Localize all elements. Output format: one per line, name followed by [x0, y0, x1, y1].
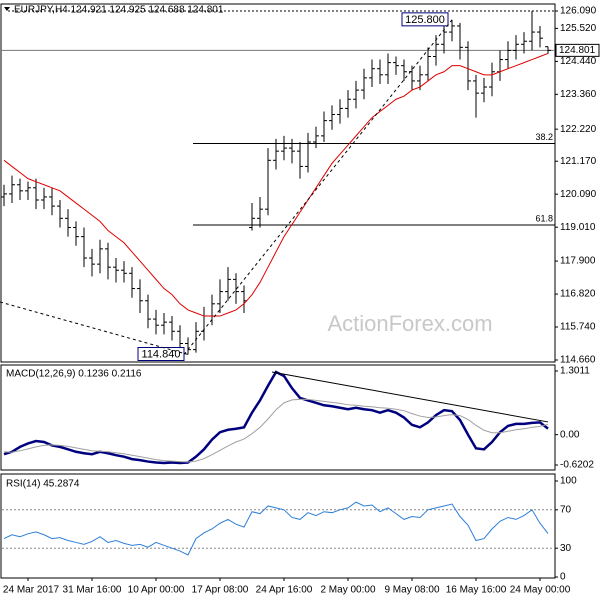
y-tick-label: 121.170	[560, 156, 597, 167]
title-marker	[4, 7, 10, 11]
price-label: 114.840	[142, 348, 181, 360]
x-tick-label: 24 Mar 2017	[3, 585, 60, 596]
watermark: ActionForex.com	[327, 311, 492, 336]
y-tick-label: 120.090	[560, 189, 597, 200]
y-tick-label: 70	[560, 504, 572, 515]
y-tick-label: 115.740	[560, 322, 596, 333]
indicator-line	[3, 370, 549, 465]
y-tick-label: 123.360	[560, 89, 597, 100]
price-label: 125.800	[405, 14, 445, 26]
trendline	[271, 371, 549, 423]
x-tick-label: 24 Apr 16:00	[256, 585, 313, 596]
y-tick-label: -0.6202	[560, 460, 594, 471]
y-tick-label: 119.010	[560, 222, 596, 233]
y-tick-label: 114.660	[560, 355, 596, 366]
indicator-line	[3, 501, 549, 556]
x-tick-label: 17 Apr 08:00	[192, 585, 249, 596]
x-tick-label: 24 May 00:00	[510, 585, 571, 596]
y-tick-label: 0.00	[560, 429, 580, 440]
moving-average	[3, 52, 549, 317]
y-tick-label: 125.520	[560, 23, 597, 34]
panel-title: MACD(12,26,9) 0.1236 0.2116	[6, 369, 142, 380]
y-tick-label: 1.3011	[560, 366, 590, 377]
indicator-line	[3, 398, 549, 463]
panel-frame	[0, 473, 556, 579]
x-tick-label: 9 May 08:00	[384, 585, 439, 596]
panel-title: RSI(14) 45.2874	[6, 479, 80, 490]
x-tick-label: 16 May 16:00	[446, 585, 507, 596]
current-price: 124.801	[559, 45, 596, 56]
fib-label: 38.2	[535, 132, 553, 142]
panel-frame	[0, 364, 556, 471]
current-price-box	[555, 43, 600, 57]
x-tick-label: 10 Apr 00:00	[128, 585, 185, 596]
y-tick-label: 0	[560, 572, 566, 583]
y-tick-label: 122.220	[560, 124, 597, 135]
y-tick-label: 30	[560, 543, 572, 554]
trendline	[0, 301, 189, 355]
panel-title: EURJPY,H4 124.921 124.925 124.688 124.80…	[14, 5, 224, 16]
y-tick-label: 117.900	[560, 256, 596, 267]
y-tick-label: 100	[560, 476, 577, 487]
price-label-box	[401, 12, 449, 27]
y-tick-label: 116.820	[560, 289, 596, 300]
y-tick-label: 126.090	[560, 6, 597, 17]
x-tick-label: 2 May 00:00	[320, 585, 375, 596]
y-tick-label: 124.440	[560, 56, 597, 67]
fib-label: 61.8	[535, 213, 553, 223]
x-tick-label: 31 Mar 16:00	[63, 585, 122, 596]
panel-frame	[0, 3, 556, 363]
